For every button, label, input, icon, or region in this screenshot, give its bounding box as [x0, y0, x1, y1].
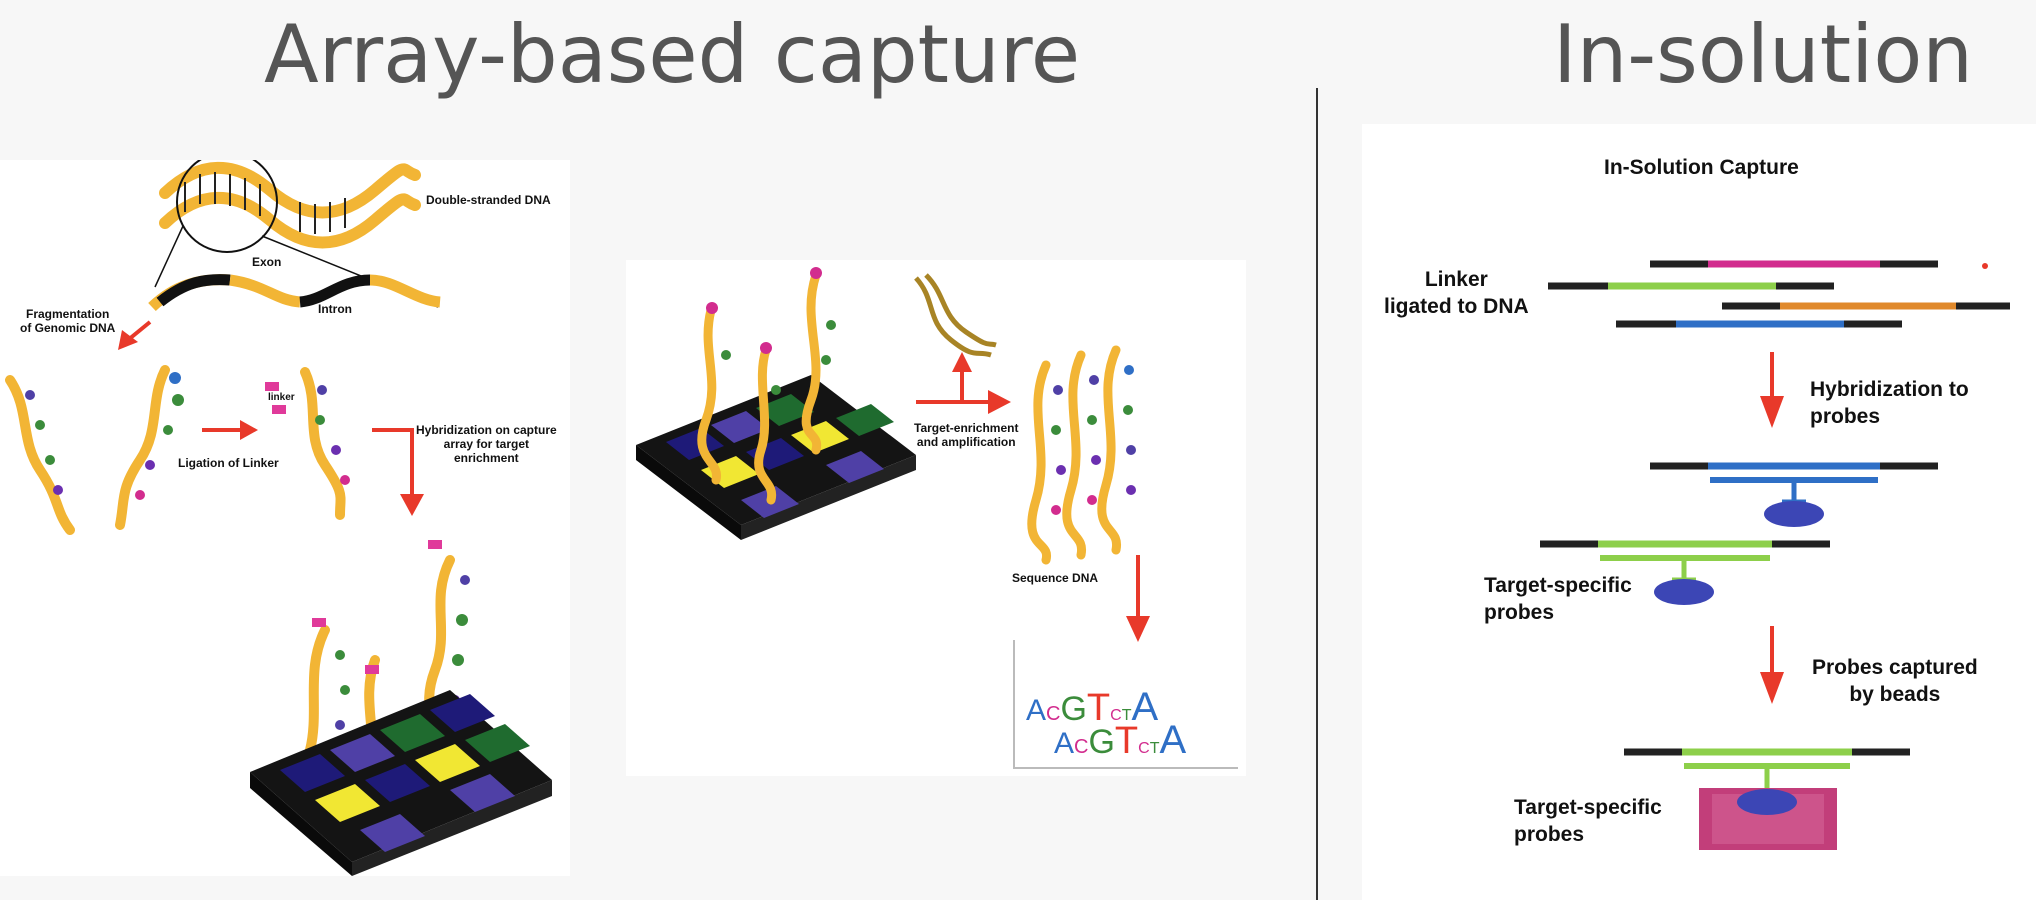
base-letter: T [1149, 740, 1160, 757]
bead-captured-complex [1624, 748, 1910, 850]
target-specific-probes-label-1: Target-specific probes [1484, 574, 1632, 625]
in-solution-capture-panel: In-Solution Capture Linker ligated to DN… [1362, 124, 2036, 900]
sequence-dna-label: Sequence DNA [1012, 571, 1099, 585]
double-stranded-dna-label: Double-stranded DNA [426, 193, 551, 207]
array-capture-illustration [5, 160, 552, 876]
in-solution-capture-title: In-Solution Capture [1604, 156, 1799, 179]
hybridization-to-probes-label: Hybridization to probes [1810, 378, 1969, 429]
base-letter: G [1088, 723, 1115, 761]
target-enrichment-label: Target-enrichment and amplification [914, 421, 1019, 449]
base-letter: T [1114, 720, 1139, 762]
enrichment-illustration [636, 267, 1238, 769]
exon-label: Exon [252, 255, 282, 269]
double-stranded-dna-graphic [154, 160, 439, 308]
base-letter: A [1026, 694, 1047, 727]
enrichment-array-chip [636, 375, 916, 540]
base-letter: C [1110, 707, 1122, 724]
enrichment-panel: Target-enrichment and amplification Sequ… [626, 260, 1246, 776]
fragmentation-label: Fragmentation of Genomic DNA [20, 307, 116, 335]
sequence-row-2: ACGTCTA [1054, 718, 1186, 763]
sequence-row-1: ACGTCTA [1026, 685, 1158, 730]
array-capture-panel: Double-stranded DNA Exon Intron Fragment… [0, 160, 570, 876]
in-solution-heading: In-solution [1553, 8, 1973, 101]
base-letter: T [1121, 707, 1132, 724]
capture-array-chip [250, 690, 552, 876]
target-specific-probes-label-2: Target-specific probes [1514, 796, 1662, 847]
base-letter: T [1086, 687, 1111, 729]
base-letter: A [1131, 685, 1159, 729]
base-letter: A [1159, 718, 1187, 762]
hybridization-capture-label: Hybridization on capture array for targe… [416, 423, 557, 465]
section-divider [1316, 88, 1318, 900]
amplified-probe-markers [1051, 365, 1136, 515]
intron-label: Intron [318, 302, 352, 316]
base-letter: G [1060, 690, 1087, 728]
base-letter: C [1046, 703, 1061, 725]
in-solution-illustration [1540, 260, 2010, 850]
exon-intron-strand [148, 274, 441, 312]
ligated-dna-fragments [1548, 260, 2010, 328]
blue-probe-complex [1650, 462, 1938, 527]
base-letter: C [1138, 740, 1150, 757]
linker-ligated-label: Linker ligated to DNA [1384, 268, 1529, 319]
base-letter: A [1054, 727, 1075, 760]
green-probe-complex [1540, 540, 1830, 605]
linker-label: linker [268, 392, 295, 403]
ligation-of-linker-label: Ligation of Linker [178, 456, 279, 470]
array-based-capture-heading: Array-based capture [264, 8, 1081, 101]
probes-captured-label: Probes captured by beads [1812, 656, 1978, 707]
base-letter: C [1074, 736, 1089, 758]
